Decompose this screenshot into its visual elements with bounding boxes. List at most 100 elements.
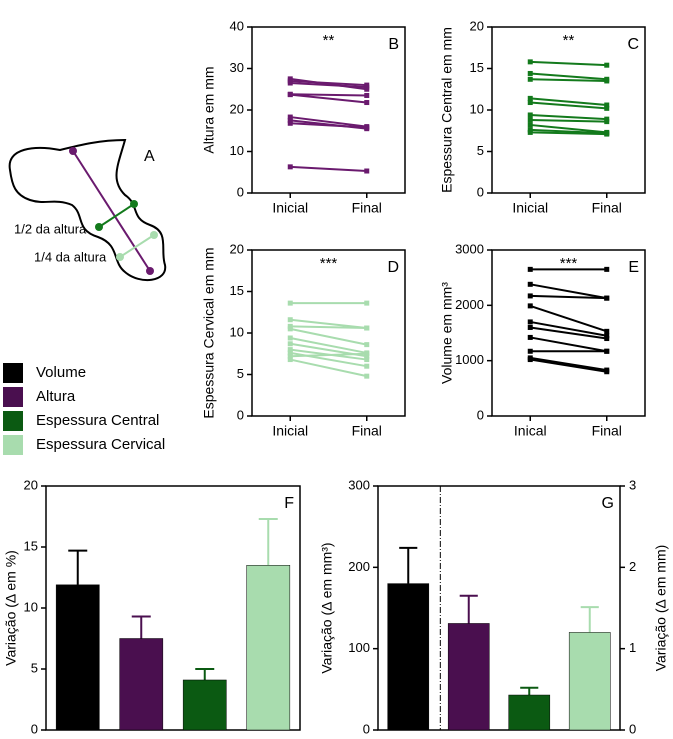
series-line: [290, 79, 367, 87]
series-line: [530, 356, 607, 372]
y-axis-label: Espessura Central em mm: [439, 27, 455, 193]
y-tick-label: 10: [24, 599, 38, 614]
legend-swatch: [3, 387, 23, 407]
data-point: [364, 373, 370, 379]
data-point: [527, 100, 533, 106]
x-tick-label: Inicial: [272, 200, 308, 216]
data-point: [364, 124, 370, 130]
y-tick-label: 15: [24, 538, 38, 553]
panel-label: G: [602, 495, 614, 512]
data-point: [287, 341, 293, 347]
y-axis-label: Volume em mm³: [439, 282, 455, 384]
data-point: [287, 317, 293, 323]
y-axis-label: Variação (Δ em %): [3, 550, 19, 666]
data-point: [527, 324, 533, 330]
legend-label: Volume: [36, 364, 86, 381]
data-point: [527, 76, 533, 82]
series-line: [530, 60, 607, 67]
y-tick-label: 15: [230, 283, 244, 298]
data-point: [287, 300, 293, 306]
y-tick-label: 15: [470, 60, 484, 75]
series-line: [290, 325, 367, 330]
data-point: [527, 59, 533, 65]
series-line: [530, 113, 607, 121]
y-tick-label: 1000: [455, 352, 484, 367]
data-point: [527, 117, 533, 123]
bar: [119, 638, 164, 731]
series-line: [530, 97, 607, 107]
central-dot: [130, 200, 138, 208]
significance: **: [563, 32, 575, 49]
tooth-outline: [8, 138, 167, 282]
series-line: [530, 336, 607, 353]
series-line: [290, 327, 367, 346]
series-line: [290, 352, 367, 358]
series-line: [530, 326, 607, 340]
cervical-dot: [150, 231, 158, 239]
y-tick-label: 100: [348, 640, 370, 655]
data-point: [364, 325, 370, 331]
bar: [447, 623, 490, 731]
series-line: [530, 72, 607, 81]
data-point: [287, 114, 293, 120]
cervical-dot: [116, 253, 124, 261]
y-tick-label: 40: [230, 18, 244, 33]
data-point: [364, 92, 370, 98]
y2-tick-label: 1: [629, 640, 636, 655]
plot-frame: [491, 26, 646, 194]
bar: [182, 679, 227, 731]
data-point: [604, 328, 610, 334]
panel-label: E: [628, 259, 639, 276]
series-line: [530, 294, 607, 300]
significance: ***: [320, 255, 338, 272]
significance: ***: [560, 255, 578, 272]
series-line: [530, 128, 607, 135]
y-tick-label: 10: [470, 101, 484, 116]
series-line: [290, 116, 367, 128]
series-line: [530, 118, 607, 123]
data-point: [604, 119, 610, 125]
plot-frame: [251, 249, 406, 417]
data-point: [364, 342, 370, 348]
y-axis-label: Espessura Cervical em mm: [201, 247, 217, 418]
data-point: [364, 357, 370, 363]
bar: [568, 632, 611, 731]
data-point: [527, 357, 533, 363]
height-dot: [146, 267, 154, 275]
data-point: [287, 117, 293, 123]
panel-label: C: [627, 36, 639, 53]
data-point: [604, 62, 610, 68]
legend-swatch: [3, 411, 23, 431]
data-point: [527, 303, 533, 309]
data-point: [287, 80, 293, 86]
central-line: [98, 203, 135, 228]
panel-label: F: [284, 495, 294, 512]
x-tick-label: Inicial: [512, 200, 548, 216]
data-point: [287, 350, 293, 356]
y2-tick-label: 0: [629, 721, 636, 736]
data-point: [527, 122, 533, 128]
y-tick-label: 10: [230, 143, 244, 158]
y-axis-label: Variação (Δ em mm³): [319, 542, 335, 673]
series-line: [530, 101, 607, 110]
data-point: [604, 348, 610, 354]
data-point: [287, 347, 293, 353]
x-tick-label: Final: [592, 423, 622, 439]
data-point: [287, 357, 293, 363]
series-line: [530, 358, 607, 373]
series-line: [290, 82, 367, 89]
y-tick-label: 30: [230, 60, 244, 75]
series-line: [530, 131, 607, 136]
series-line: [530, 78, 607, 82]
data-point: [527, 334, 533, 340]
series-line: [530, 320, 607, 337]
plot-frame: [377, 485, 621, 731]
y2-tick-label: 2: [629, 559, 636, 574]
y-tick-label: 0: [31, 721, 38, 736]
data-point: [527, 70, 533, 76]
series-line: [530, 123, 607, 134]
y-tick-label: 20: [470, 18, 484, 33]
series-line: [529, 304, 608, 333]
x-tick-label: Inicial: [272, 423, 308, 439]
y-tick-label: 5: [31, 660, 38, 675]
